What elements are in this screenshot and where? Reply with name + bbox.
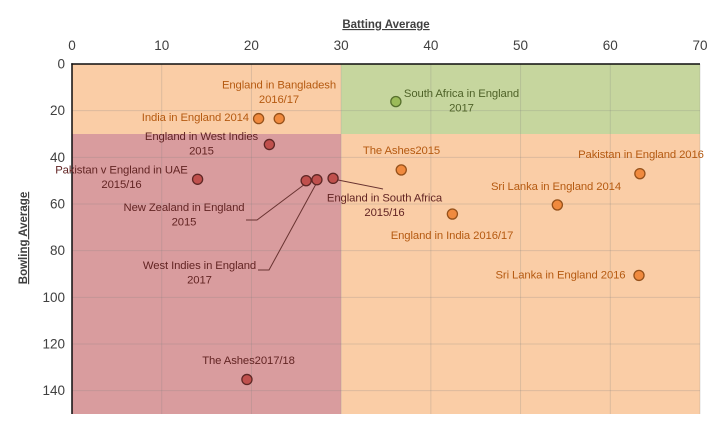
x-tick-60: 60 — [603, 38, 618, 53]
x-tick-0: 0 — [68, 38, 76, 53]
label-india-in-england-2014: India in England 2014 — [142, 112, 249, 124]
label-line-west-indies-in-england-2017-0: West Indies in England — [143, 260, 256, 272]
leader-line-west-indies-in-england-2017 — [258, 183, 317, 271]
label-line-sri-lanka-in-england-2016-0: Sri Lanka in England 2016 — [495, 269, 625, 281]
x-tick-20: 20 — [244, 38, 259, 53]
label-sri-lanka-in-england-2016: Sri Lanka in England 2016 — [495, 269, 625, 281]
data-points — [191, 95, 646, 386]
label-south-africa-in-england-2017: South Africa in England 2017 — [404, 88, 519, 115]
leader-lines — [246, 179, 384, 271]
label-england-in-west-indies-2015: England in West Indies 2015 — [145, 131, 259, 158]
gridlines — [72, 64, 701, 414]
label-west-indies-in-england-2017: West Indies in England 2017 — [143, 260, 256, 287]
point-sri-lanka-in-england-2016[interactable] — [633, 269, 645, 282]
y-tick-20: 20 — [50, 103, 65, 118]
point-south-africa-in-england-2017[interactable] — [390, 95, 402, 108]
point-england-in-india-2016-17[interactable] — [446, 208, 459, 220]
point-the-ashes2015[interactable] — [395, 164, 407, 176]
x-axis-title: Batting Average — [342, 19, 429, 31]
label-england-in-india-2016-17: England in India 2016/17 — [391, 230, 514, 242]
label-line-england-in-south-africa-2015-16-1: 2015/16 — [364, 207, 404, 219]
y-tick-0: 0 — [57, 57, 65, 72]
label-line-south-africa-in-england-2017-0: South Africa in England — [404, 88, 519, 100]
label-line-england-in-bangladesh-2016-17-1: 2016/17 — [259, 94, 299, 106]
label-line-pakistan-v-england-in-uae-2015-16-1: 2015/16 — [101, 179, 141, 191]
leader-line-new-zealand-in-england-2015 — [246, 183, 306, 221]
y-tick-60: 60 — [50, 197, 65, 212]
quadrant-regions — [72, 64, 700, 414]
point-india-in-england-2014[interactable] — [252, 112, 265, 125]
label-line-england-in-bangladesh-2016-17-0: England in Bangladesh — [222, 79, 336, 91]
point-pakistan-v-england-in-uae-2015-16[interactable] — [191, 173, 204, 185]
label-line-india-in-england-2014-0: India in England 2014 — [142, 112, 249, 124]
x-tick-30: 30 — [334, 38, 349, 53]
quadrant-top-left — [72, 64, 342, 134]
point-pakistan-in-england-2016[interactable] — [634, 167, 646, 180]
y-tick-140: 140 — [42, 383, 65, 398]
data-labels: India in England 2014 England in Banglade… — [55, 79, 704, 367]
label-line-sri-lanka-in-england-2014-0: Sri Lanka in England 2014 — [491, 181, 621, 193]
point-sri-lanka-in-england-2014[interactable] — [551, 199, 564, 211]
label-line-england-in-south-africa-2015-16-0: England in South Africa — [327, 192, 443, 204]
label-the-ashes2015: The Ashes2015 — [363, 145, 440, 157]
y-tick-40: 40 — [50, 150, 65, 165]
label-line-south-africa-in-england-2017-1: 2017 — [449, 102, 474, 114]
point-england-in-bangladesh-2016-17[interactable] — [273, 112, 285, 125]
label-england-in-bangladesh-2016-17: England in Bangladesh 2016/17 — [222, 79, 336, 106]
label-sri-lanka-in-england-2014: Sri Lanka in England 2014 — [491, 181, 621, 193]
leader-line-england-in-south-africa-2015-16 — [337, 179, 384, 190]
label-england-in-south-africa-2015-16: England in South Africa 2015/16 — [327, 192, 443, 219]
label-line-england-in-west-indies-2015-0: England in West Indies — [145, 131, 259, 143]
y-tick-100: 100 — [42, 290, 65, 305]
label-line-pakistan-v-england-in-uae-2015-16-0: Pakistan v England in UAE — [55, 164, 188, 176]
label-line-new-zealand-in-england-2015-0: New Zealand in England — [124, 202, 245, 214]
point-new-zealand-in-england-2015[interactable] — [300, 174, 312, 187]
x-tick-50: 50 — [513, 38, 528, 53]
point-west-indies-in-england-2017[interactable] — [311, 174, 323, 186]
quadrant-bottom-left — [72, 134, 342, 414]
y-tick-labels: 0 20 40 60 80 100 120 140 — [42, 57, 65, 399]
label-line-england-in-india-2016-17-0: England in India 2016/17 — [391, 230, 514, 242]
label-line-the-ashes2015-0: The Ashes2015 — [363, 145, 440, 157]
point-england-in-west-indies-2015[interactable] — [263, 138, 276, 151]
x-tick-40: 40 — [423, 38, 438, 53]
y-tick-120: 120 — [42, 337, 65, 352]
x-tick-70: 70 — [692, 38, 707, 53]
axis-lines — [71, 63, 700, 414]
label-line-west-indies-in-england-2017-1: 2017 — [187, 274, 212, 286]
x-tick-labels: 0 10 20 30 40 50 60 70 — [68, 38, 707, 53]
label-line-new-zealand-in-england-2015-1: 2015 — [172, 216, 197, 228]
label-the-ashes2017-18: The Ashes2017/18 — [202, 355, 295, 367]
label-pakistan-v-england-in-uae-2015-16: Pakistan v England in UAE 2015/16 — [55, 164, 188, 191]
y-tick-80: 80 — [50, 243, 65, 258]
point-england-in-south-africa-2015-16[interactable] — [327, 172, 339, 185]
x-tick-10: 10 — [154, 38, 169, 53]
label-line-england-in-west-indies-2015-1: 2015 — [189, 145, 214, 157]
point-the-ashes2017-18[interactable] — [241, 373, 253, 386]
y-axis-title: Bowling Average — [18, 192, 30, 284]
label-line-the-ashes2017-18-0: The Ashes2017/18 — [202, 355, 295, 367]
label-line-pakistan-in-england-2016-0: Pakistan in England 2016 — [578, 149, 704, 161]
label-pakistan-in-england-2016: Pakistan in England 2016 — [578, 149, 704, 161]
label-new-zealand-in-england-2015: New Zealand in England 2015 — [124, 202, 245, 229]
